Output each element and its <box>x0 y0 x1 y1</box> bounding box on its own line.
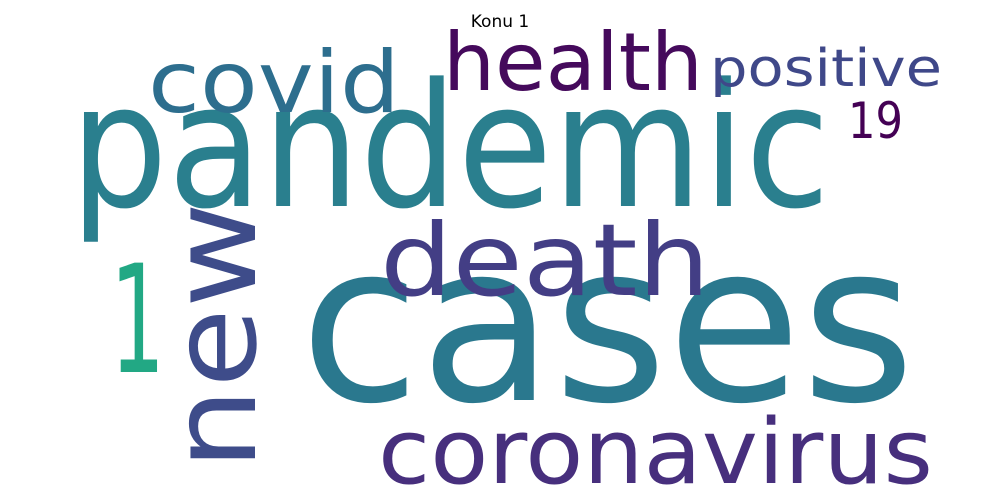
word-death: death <box>380 202 710 319</box>
word-pandemic: pandemic <box>70 46 830 247</box>
word-new: new <box>145 202 283 470</box>
word-covid: covid <box>148 33 400 133</box>
word-cases: cases <box>300 196 915 452</box>
word-19: 19 <box>848 92 903 150</box>
figure-title: Konu 1 <box>470 12 530 32</box>
word-coronavirus: coronavirus <box>378 400 933 500</box>
word-1: 1 <box>110 234 165 408</box>
word-health: health <box>443 16 703 109</box>
word-positive: positive <box>710 39 942 99</box>
